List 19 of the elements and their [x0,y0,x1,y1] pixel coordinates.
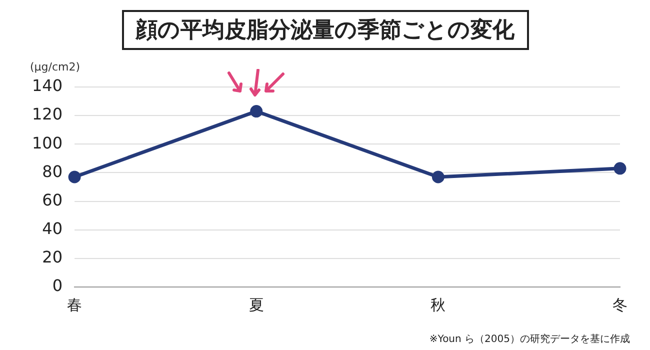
y-tick-label: 60 [42,190,63,210]
point [250,105,263,118]
y-tick-label: 120 [32,104,63,124]
x-tick-label: 夏 [248,296,264,314]
y-axis-title: (μg/cm2) [30,60,80,74]
y-tick-label: 40 [42,219,63,238]
x-tick-label: 秋 [430,296,446,314]
point [68,170,81,184]
point [432,170,444,184]
point [614,162,626,175]
x-tick-label: 春 [67,296,82,314]
y-tick-label: 140 [32,76,63,96]
y-tick-label: 100 [32,133,63,152]
y-tick-label: 0 [52,276,63,296]
text: ※Youn ら（2005）の研究データを基に作成 [429,332,630,346]
x-tick-label: 冬 [612,296,628,314]
y-tick-label: 20 [42,248,63,267]
y-tick-label: 80 [42,162,63,181]
chart-title: 顔の平均皮脂分泌量の季節ごとの変化 [122,10,528,50]
